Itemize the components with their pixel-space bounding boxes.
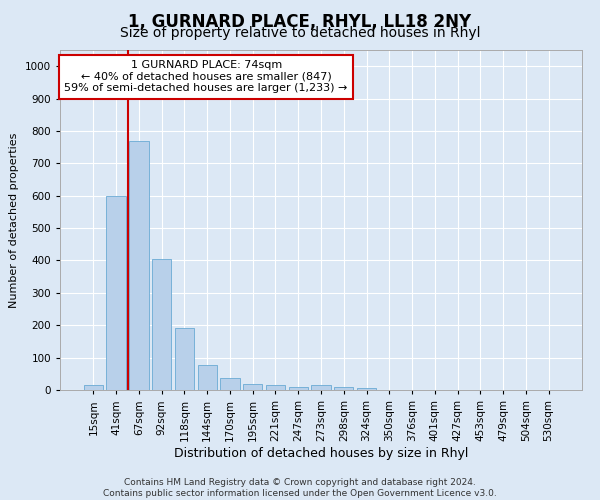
Text: 1, GURNARD PLACE, RHYL, LL18 2NY: 1, GURNARD PLACE, RHYL, LL18 2NY (128, 12, 472, 30)
Y-axis label: Number of detached properties: Number of detached properties (9, 132, 19, 308)
Bar (266, 385, 285, 390)
Bar (84, 385, 103, 390)
Text: 1 GURNARD PLACE: 74sqm
← 40% of detached houses are smaller (847)
59% of semi-de: 1 GURNARD PLACE: 74sqm ← 40% of detached… (64, 60, 348, 94)
Bar (357, 388, 376, 390)
Text: Contains HM Land Registry data © Crown copyright and database right 2024.
Contai: Contains HM Land Registry data © Crown c… (103, 478, 497, 498)
Bar (175, 328, 194, 390)
Bar (129, 140, 149, 390)
Bar (311, 386, 331, 390)
X-axis label: Distribution of detached houses by size in Rhyl: Distribution of detached houses by size … (174, 446, 468, 460)
Bar (152, 259, 172, 390)
Bar (197, 364, 217, 390)
Bar (220, 378, 239, 390)
Text: Size of property relative to detached houses in Rhyl: Size of property relative to detached ho… (120, 26, 480, 40)
Bar (289, 387, 308, 390)
Bar (106, 196, 126, 390)
Bar (334, 388, 353, 390)
Bar (243, 384, 262, 390)
